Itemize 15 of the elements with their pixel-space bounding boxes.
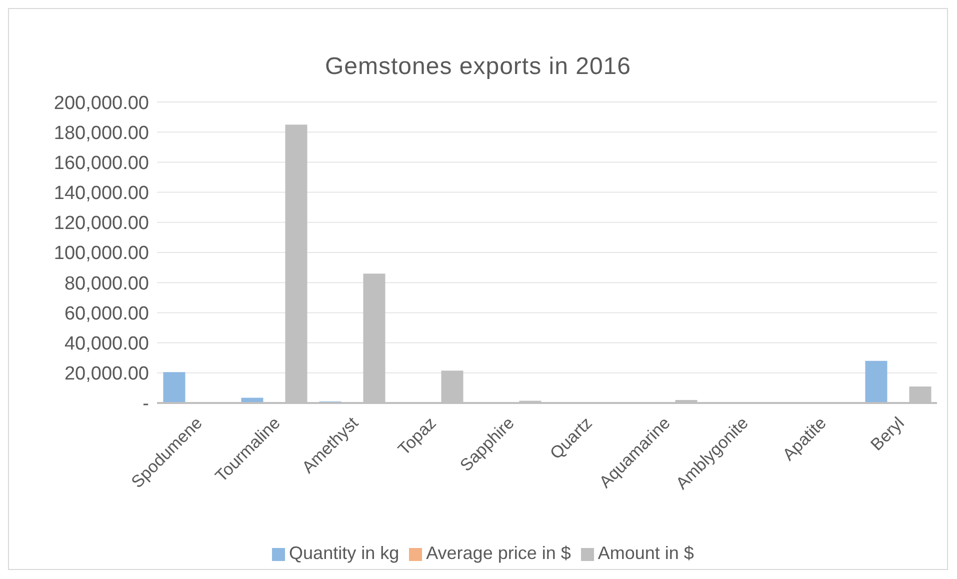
y-tick-label: 60,000.00 bbox=[64, 303, 149, 324]
y-tick-label: 40,000.00 bbox=[64, 334, 149, 355]
legend-label: Amount in $ bbox=[598, 543, 694, 563]
legend-label: Quantity in kg bbox=[289, 543, 400, 563]
y-tick-label: 20,000.00 bbox=[64, 364, 149, 385]
y-tick-label: 100,000.00 bbox=[54, 243, 149, 264]
y-tick-label: 200,000.00 bbox=[54, 92, 149, 114]
chart-title: Gemstones exports in 2016 bbox=[324, 53, 632, 81]
y-tick-label: 180,000.00 bbox=[54, 122, 149, 144]
legend-label: Average price in $ bbox=[426, 543, 571, 563]
y-tick-label: 120,000.00 bbox=[54, 213, 149, 234]
y-tick-label: 80,000.00 bbox=[64, 273, 149, 294]
y-tick-label: - bbox=[142, 394, 149, 415]
y-tick-label: 140,000.00 bbox=[54, 183, 149, 204]
y-tick-label: 160,000.00 bbox=[54, 152, 149, 174]
